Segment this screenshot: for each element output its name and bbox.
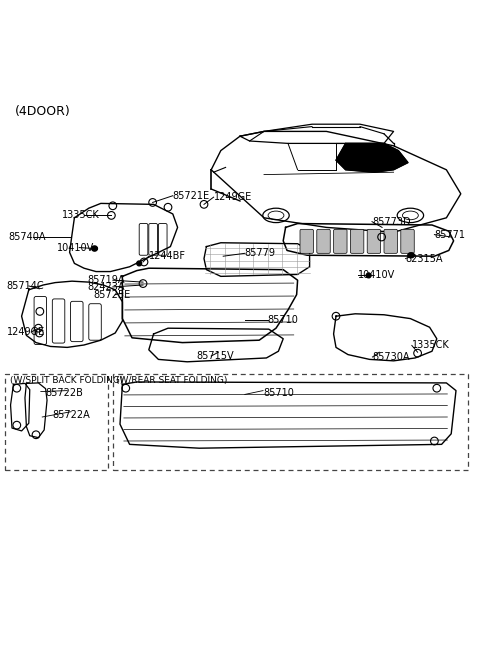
Text: 85710: 85710 <box>268 314 299 324</box>
Text: 85730A: 85730A <box>372 352 410 362</box>
Text: 85740A: 85740A <box>9 232 46 242</box>
Circle shape <box>366 273 371 278</box>
Circle shape <box>409 253 414 258</box>
Text: (W/SPLIT BACK FOLDING): (W/SPLIT BACK FOLDING) <box>10 376 123 385</box>
Text: 85722B: 85722B <box>46 388 84 398</box>
Text: 85725E: 85725E <box>94 290 131 300</box>
Text: 85721E: 85721E <box>173 190 210 200</box>
Text: 1335CK: 1335CK <box>412 340 450 350</box>
Text: 85710: 85710 <box>263 388 294 398</box>
FancyBboxPatch shape <box>384 229 397 253</box>
Text: 10410V: 10410V <box>358 270 395 280</box>
FancyBboxPatch shape <box>401 229 414 253</box>
Text: 82423A: 82423A <box>87 282 125 292</box>
FancyBboxPatch shape <box>317 229 330 253</box>
FancyBboxPatch shape <box>367 229 381 253</box>
Circle shape <box>408 253 413 258</box>
Text: (W/REAR SEAT FOLDING): (W/REAR SEAT FOLDING) <box>116 376 228 385</box>
Circle shape <box>137 261 142 266</box>
Circle shape <box>93 246 97 251</box>
Text: (4DOOR): (4DOOR) <box>14 105 70 118</box>
Text: 85779: 85779 <box>245 248 276 258</box>
Text: 85714C: 85714C <box>6 281 44 291</box>
FancyBboxPatch shape <box>350 229 364 253</box>
Text: 10410V: 10410V <box>57 242 94 252</box>
Text: 1335CK: 1335CK <box>62 210 100 220</box>
Text: 1249GE: 1249GE <box>214 192 252 202</box>
Text: 85771: 85771 <box>434 230 466 240</box>
Text: 1249GE: 1249GE <box>7 327 46 337</box>
Text: 1244BF: 1244BF <box>149 251 186 261</box>
Text: 82315A: 82315A <box>406 254 443 264</box>
Text: 85773D: 85773D <box>372 216 410 226</box>
Text: 85719A: 85719A <box>87 275 125 285</box>
Text: 85715V: 85715V <box>197 351 234 361</box>
Text: 85722A: 85722A <box>53 410 91 420</box>
Polygon shape <box>336 143 408 172</box>
FancyBboxPatch shape <box>334 229 347 253</box>
Circle shape <box>92 246 96 251</box>
FancyBboxPatch shape <box>300 229 313 253</box>
